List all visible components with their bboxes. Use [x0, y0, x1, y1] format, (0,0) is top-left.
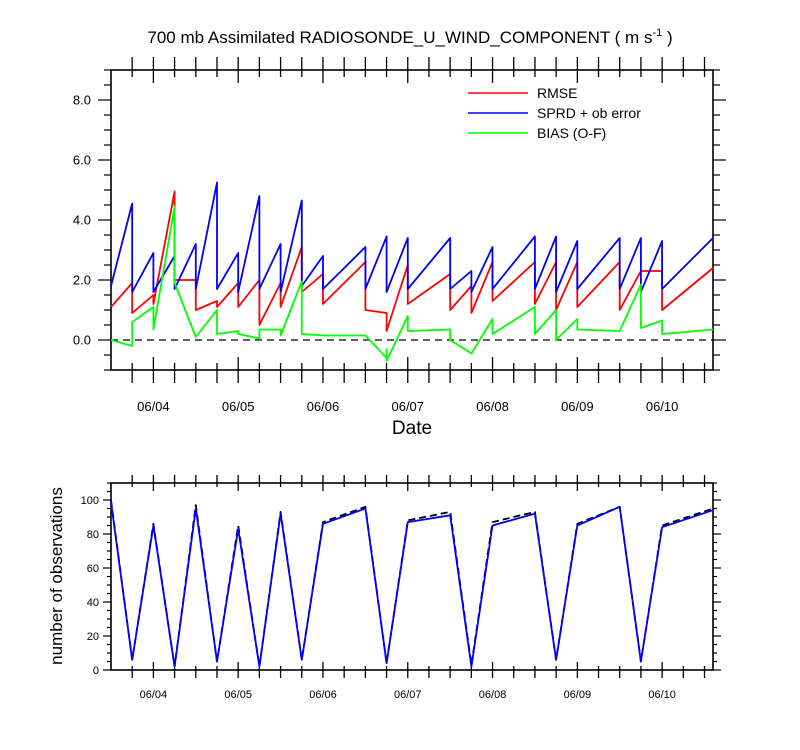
y-tick-label: 4.0 [73, 213, 91, 228]
legend-rmse-label: RMSE [537, 85, 577, 101]
x-tick-label: 06/09 [561, 399, 594, 414]
x-tick-label: 06/06 [309, 689, 337, 701]
chart-title: 700 mb Assimilated RADIOSONDE_U_WIND_COM… [147, 27, 672, 47]
legend-bias-label: BIAS (O-F) [537, 125, 606, 141]
x-tick-label: 06/07 [391, 399, 424, 414]
y-tick-label: 0.0 [73, 333, 91, 348]
top-series [110, 181, 714, 362]
top-x-axis-label: Date [392, 418, 432, 439]
x-tick-label: 06/09 [564, 689, 592, 701]
x-tick-label: 06/05 [224, 689, 252, 701]
y-tick-label: 8.0 [73, 93, 91, 108]
series-sprd-ob-error [110, 181, 714, 293]
series-assimilated [110, 501, 714, 668]
x-tick-label: 06/10 [648, 689, 676, 701]
bottom-x-tick-labels: 06/04 06/05 06/06 06/07 06/08 06/09 06/10 [140, 689, 676, 701]
x-tick-label: 06/06 [307, 399, 340, 414]
x-tick-label: 06/04 [140, 689, 168, 701]
bottom-axes [103, 475, 721, 678]
y-tick-label: 80 [87, 529, 99, 541]
y-tick-label: 20 [87, 631, 99, 643]
title-main: 700 mb Assimilated RADIOSONDE_U_WIND_COM… [147, 28, 652, 47]
top-chart: 06/04 06/05 06/06 06/07 06/08 06/09 06/10 0.0 2… [73, 57, 726, 439]
top-y-tick-labels: 0.0 2.0 4.0 6.0 8.0 [73, 93, 91, 348]
bottom-y-axis-label: number of observations [47, 487, 66, 665]
x-tick-label: 06/08 [479, 689, 507, 701]
y-tick-label: 6.0 [73, 153, 91, 168]
title-end: ) [662, 28, 672, 47]
y-tick-label: 2.0 [73, 273, 91, 288]
legend: RMSE SPRD + ob error BIAS (O-F) [468, 85, 641, 141]
x-tick-label: 06/05 [222, 399, 255, 414]
top-axes [98, 57, 726, 383]
x-tick-label: 06/04 [137, 399, 170, 414]
y-tick-label: 0 [93, 665, 99, 677]
x-tick-label: 06/07 [394, 689, 422, 701]
series-rmse [110, 190, 714, 332]
title-superscript: -1 [652, 27, 662, 39]
x-tick-label: 06/10 [646, 399, 679, 414]
y-tick-label: 100 [81, 495, 99, 507]
series-bias-o-f [110, 205, 714, 362]
bottom-y-tick-labels: 0 20 40 60 80 100 [81, 495, 99, 677]
bottom-series [110, 499, 714, 668]
y-tick-label: 60 [87, 563, 99, 575]
legend-sprd-label: SPRD + ob error [537, 105, 641, 121]
bottom-plot-frame [110, 482, 714, 671]
y-tick-label: 40 [87, 597, 99, 609]
top-x-tick-labels: 06/04 06/05 06/06 06/07 06/08 06/09 06/10 [137, 399, 678, 414]
bottom-chart: 06/04 06/05 06/06 06/07 06/08 06/09 06/10 0 20 4… [47, 475, 721, 701]
x-tick-label: 06/08 [476, 399, 509, 414]
